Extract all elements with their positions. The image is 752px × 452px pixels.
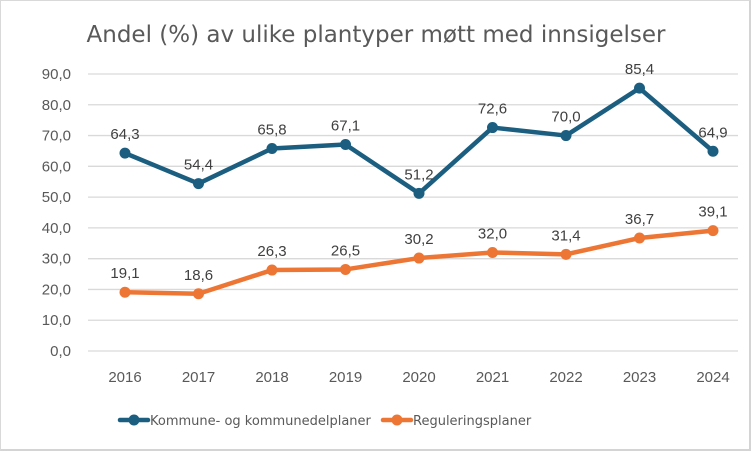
gridlines xyxy=(88,73,738,352)
data-point xyxy=(266,142,278,154)
data-point xyxy=(193,178,204,190)
x-tick-label: 2024 xyxy=(696,369,729,386)
y-tick-label: 90,0 xyxy=(42,66,71,83)
data-label: 54,4 xyxy=(184,157,213,174)
data-point xyxy=(560,130,572,142)
y-tick-label: 70,0 xyxy=(42,128,71,145)
data-point xyxy=(707,225,719,237)
data-label: 31,4 xyxy=(551,227,580,244)
data-point xyxy=(560,248,572,260)
y-tick-label: 10,0 xyxy=(42,312,71,329)
y-tick-label: 80,0 xyxy=(42,97,71,114)
data-label: 32,0 xyxy=(478,226,507,243)
data-label: 18,6 xyxy=(184,267,213,284)
data-point xyxy=(707,145,719,157)
data-point xyxy=(340,138,351,150)
data-point xyxy=(266,264,278,276)
data-point xyxy=(487,247,498,259)
x-tick-label: 2021 xyxy=(476,369,509,386)
legend-marker-dot xyxy=(391,414,403,426)
data-point xyxy=(340,263,351,275)
data-point xyxy=(487,122,498,134)
legend: Kommune- og kommunedelplaner Reguleringsp… xyxy=(117,414,532,429)
x-axis-ticks: 2016 2017 2018 2019 2020 2021 2022 2023 2024 xyxy=(108,369,729,386)
x-tick-label: 2023 xyxy=(623,369,656,386)
data-point xyxy=(634,82,645,94)
y-tick-label: 0,0 xyxy=(50,343,71,360)
y-tick-label: 40,0 xyxy=(42,220,71,237)
data-label: 65,8 xyxy=(257,121,286,138)
x-tick-label: 2018 xyxy=(255,369,288,386)
data-point xyxy=(413,187,425,199)
data-label: 51,2 xyxy=(404,166,433,183)
data-point xyxy=(119,147,131,159)
data-label: 64,9 xyxy=(698,124,727,141)
data-label: 26,3 xyxy=(257,243,286,260)
data-label: 85,4 xyxy=(625,61,654,78)
data-labels: 64,3 54,4 65,8 67,1 51,2 72,6 70,0 85,4 64,9 19,1… xyxy=(110,61,727,284)
data-point xyxy=(413,252,425,264)
data-label: 36,7 xyxy=(625,211,654,228)
series-group xyxy=(119,82,719,300)
data-label: 72,6 xyxy=(478,101,507,118)
data-label: 26,5 xyxy=(331,242,360,259)
y-tick-label: 50,0 xyxy=(42,189,71,206)
x-tick-label: 2020 xyxy=(402,369,435,386)
y-tick-label: 60,0 xyxy=(42,158,71,175)
data-point xyxy=(634,232,645,244)
data-label: 67,1 xyxy=(331,117,360,134)
legend-label: Kommune- og kommunedelplaner xyxy=(150,414,372,429)
data-point xyxy=(193,288,204,300)
x-tick-label: 2022 xyxy=(549,369,582,386)
x-tick-label: 2019 xyxy=(329,369,362,386)
y-axis-ticks: 0,0 10,0 20,0 30,0 40,0 50,0 60,0 70,0 80,0 90,0 xyxy=(42,66,71,360)
data-label: 30,2 xyxy=(404,231,433,248)
legend-marker-dot xyxy=(128,414,140,426)
x-tick-label: 2016 xyxy=(108,369,141,386)
chart-title: Andel (%) av ulike plantyper møtt med in… xyxy=(87,22,666,48)
data-label: 39,1 xyxy=(698,204,727,221)
data-point xyxy=(119,286,131,298)
y-tick-label: 30,0 xyxy=(42,251,71,268)
y-tick-label: 20,0 xyxy=(42,281,71,298)
legend-label: Reguleringsplaner xyxy=(413,414,532,429)
data-label: 64,3 xyxy=(110,126,139,143)
data-label: 70,0 xyxy=(551,109,580,126)
x-tick-label: 2017 xyxy=(182,369,215,386)
data-label: 19,1 xyxy=(110,265,139,282)
